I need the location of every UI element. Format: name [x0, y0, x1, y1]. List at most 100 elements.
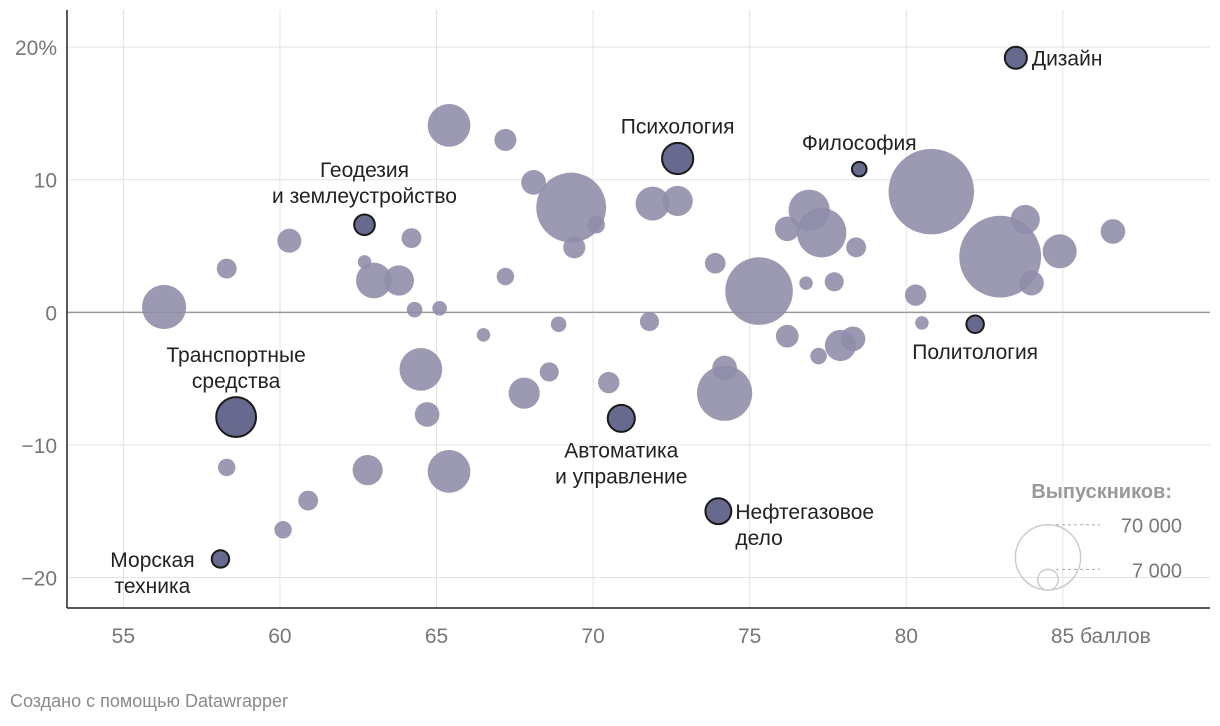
bubble — [598, 371, 620, 394]
highlighted-bubble — [850, 160, 868, 178]
bubble — [539, 362, 559, 382]
x-tick-label: 70 — [581, 625, 604, 648]
bubble-label: Психология — [621, 116, 735, 139]
bubble — [352, 454, 383, 486]
bubble-label: и землеустройство — [272, 185, 457, 208]
highlighted-bubble — [606, 403, 636, 433]
bubble — [824, 272, 844, 292]
x-tick-label: 80 — [895, 625, 918, 648]
bubble — [639, 312, 660, 332]
bubble — [399, 347, 443, 391]
bubble — [775, 324, 799, 348]
bubble — [904, 284, 927, 306]
bubble — [1019, 270, 1044, 296]
bubble — [414, 402, 440, 427]
y-axis-ticks: 20% 10 0 −10 −20 — [15, 37, 57, 590]
bubble — [697, 365, 753, 421]
bubble — [432, 301, 447, 316]
highlighted-bubbles — [210, 45, 1028, 569]
bubble — [521, 170, 546, 195]
bubble — [1042, 234, 1077, 269]
x-tick-label: 75 — [738, 625, 761, 648]
highlighted-bubble — [704, 497, 733, 526]
bubbles — [142, 103, 1126, 539]
size-legend: Выпускников: 70 000 7 000 — [1014, 481, 1182, 591]
y-tick-label: 20% — [15, 37, 57, 60]
bubble — [1100, 219, 1126, 244]
y-tick-label: 0 — [45, 302, 57, 325]
size-legend-value: 70 000 — [1121, 516, 1182, 538]
bubble — [888, 148, 975, 235]
bubble — [915, 316, 929, 330]
bubble-label: Нефтегазовое — [735, 501, 874, 524]
bubble — [476, 328, 491, 342]
highlighted-bubble — [1003, 45, 1028, 70]
bubble — [217, 458, 236, 477]
bubble — [550, 316, 567, 333]
bubble — [662, 185, 693, 217]
size-legend-title: Выпускников: — [1031, 481, 1172, 503]
bubble — [406, 301, 423, 318]
highlighted-bubble — [965, 314, 985, 334]
bubble-label: Дизайн — [1032, 48, 1103, 71]
bubble — [810, 347, 827, 365]
size-legend-value: 7 000 — [1132, 560, 1182, 582]
bubble-labels: Дизайн Философия Психология Геодезия и земле… — [110, 48, 1102, 598]
bubble-label: Морская — [110, 549, 194, 572]
bubble — [383, 265, 415, 296]
bubble — [298, 490, 319, 511]
bubble — [587, 216, 605, 234]
bubble — [494, 128, 517, 151]
bubble — [1010, 204, 1040, 235]
bubble — [401, 228, 422, 249]
bubble — [496, 267, 515, 286]
credit-text: Создано с помощью Datawrapper — [10, 691, 289, 711]
bubble — [357, 255, 372, 269]
bubble-label: Автоматика — [564, 439, 678, 462]
highlighted-bubble — [661, 141, 695, 176]
bubble — [840, 326, 866, 352]
bubble — [774, 216, 800, 242]
bubble — [635, 186, 670, 221]
axes — [66, 10, 1210, 609]
bubble — [725, 257, 793, 325]
bubble-label: и управление — [555, 465, 687, 488]
bubble — [788, 189, 830, 231]
bubble-label: Философия — [802, 132, 917, 155]
bubble-label: техника — [115, 575, 191, 598]
y-tick-label: −20 — [21, 568, 57, 591]
bubble — [799, 276, 813, 290]
bubble — [712, 355, 737, 381]
highlighted-bubble — [353, 213, 376, 237]
bubble-label: Транспортные — [166, 344, 305, 367]
bubble-label: Геодезия — [320, 159, 409, 182]
grid-lines — [67, 10, 1210, 608]
x-tick-label: 85 баллов — [1051, 625, 1151, 648]
bubble — [427, 103, 471, 147]
bubble — [274, 521, 292, 539]
bubble-label: дело — [735, 527, 782, 550]
bubble — [508, 377, 540, 409]
bubble — [704, 252, 726, 274]
bubble — [959, 215, 1042, 298]
bubble-label: средства — [192, 370, 281, 393]
bubble — [216, 258, 237, 279]
bubble — [846, 237, 867, 258]
bubble — [427, 450, 471, 493]
x-tick-label: 65 — [425, 625, 448, 648]
bubble-label: Политология — [912, 341, 1038, 364]
bubble — [142, 284, 187, 330]
highlighted-bubble — [210, 549, 231, 569]
y-tick-label: −10 — [21, 435, 57, 458]
size-legend-circle — [1014, 523, 1082, 591]
y-tick-label: 10 — [34, 170, 57, 193]
bubble — [277, 228, 302, 253]
highlighted-bubble — [215, 396, 257, 438]
size-legend-circle — [1036, 568, 1060, 591]
x-axis-ticks: 55 60 65 70 75 80 85 баллов — [112, 625, 1151, 648]
bubble — [563, 236, 586, 259]
x-tick-label: 60 — [268, 625, 291, 648]
bubble — [356, 262, 392, 299]
x-tick-label: 55 — [112, 625, 135, 648]
